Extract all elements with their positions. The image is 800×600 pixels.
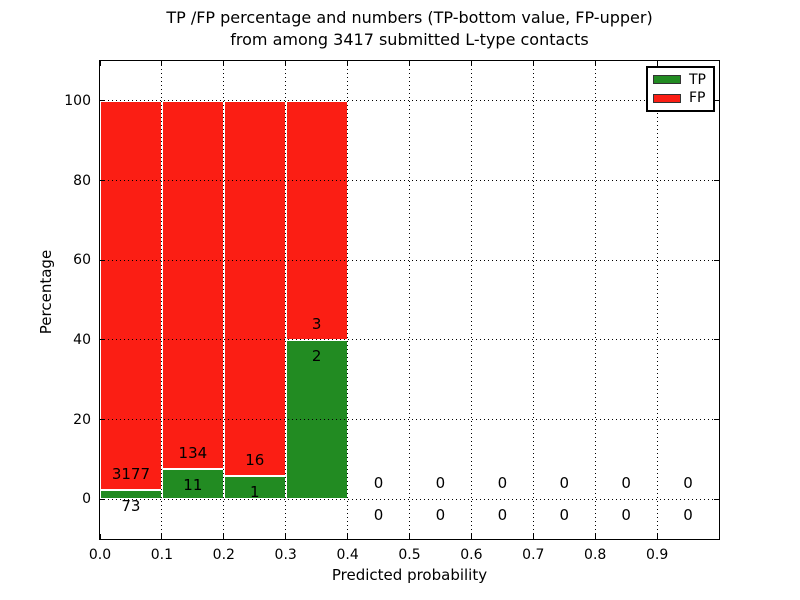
fp-count-label-5: 0 bbox=[435, 474, 446, 493]
y-tick-right bbox=[714, 180, 719, 181]
fp-count-label-4: 0 bbox=[373, 474, 384, 493]
x-axis-label: Predicted probability bbox=[331, 566, 488, 584]
legend-item-tp: TP bbox=[653, 73, 713, 87]
x-tick-bottom bbox=[161, 534, 163, 539]
x-tick-label-0.4: 0.4 bbox=[336, 547, 359, 563]
tp-count-label-4: 0 bbox=[373, 506, 384, 525]
x-tick-bottom bbox=[223, 534, 225, 539]
x-tick-label-0.1: 0.1 bbox=[150, 547, 174, 563]
gridline-x-0.5 bbox=[409, 61, 410, 539]
x-tick-bottom bbox=[409, 534, 410, 539]
tp-count-label-8: 0 bbox=[621, 506, 631, 525]
x-tick-label-0.5: 0.5 bbox=[398, 547, 421, 563]
x-tick-bottom bbox=[532, 534, 534, 539]
x-tick-top bbox=[347, 61, 349, 66]
y-tick-right bbox=[714, 498, 719, 500]
bar-fp-segment-2 bbox=[223, 100, 286, 476]
gridline-x-0.4 bbox=[347, 61, 349, 539]
x-tick-label-0.3: 0.3 bbox=[274, 547, 297, 563]
x-tick-top bbox=[532, 61, 534, 66]
x-tick-bottom bbox=[470, 534, 472, 539]
x-tick-label-0.7: 0.7 bbox=[522, 547, 545, 563]
bar-fp-segment-1 bbox=[161, 100, 224, 469]
fp-count-label-2: 16 bbox=[245, 450, 265, 469]
gridline-x-0.3 bbox=[285, 61, 287, 539]
y-tick-left bbox=[100, 339, 105, 341]
gridline-x-0.9 bbox=[656, 61, 658, 539]
y-tick-left bbox=[100, 419, 105, 420]
y-tick-label-100: 100 bbox=[64, 92, 91, 109]
y-tick-right bbox=[714, 419, 719, 420]
x-tick-label-0.9: 0.9 bbox=[645, 547, 669, 563]
tp-count-label-3: 2 bbox=[311, 346, 322, 365]
bar-fp-segment-3 bbox=[285, 100, 348, 340]
y-axis-label: Percentage bbox=[37, 249, 55, 335]
fp-legend-label: FP bbox=[689, 90, 706, 107]
gridline-x-0.1 bbox=[161, 61, 163, 539]
y-tick-label-20: 20 bbox=[73, 411, 91, 428]
tp-count-label-7: 0 bbox=[559, 506, 570, 525]
fp-count-label-7: 0 bbox=[559, 474, 570, 493]
x-tick-top bbox=[718, 61, 720, 66]
bar-tp-segment-1 bbox=[161, 468, 224, 500]
y-tick-label-60: 60 bbox=[73, 252, 91, 269]
y-tick-left bbox=[100, 259, 105, 261]
fp-count-label-0: 3177 bbox=[111, 465, 151, 484]
tp-count-label-6: 0 bbox=[497, 506, 508, 525]
chart-title-line2: from among 3417 submitted L-type contact… bbox=[230, 30, 589, 49]
x-tick-top bbox=[470, 61, 472, 66]
plot-area bbox=[99, 60, 720, 540]
y-tick-right bbox=[714, 339, 719, 341]
x-tick-label-0.6: 0.6 bbox=[460, 547, 483, 563]
tp-count-label-9: 0 bbox=[683, 506, 693, 525]
x-tick-bottom bbox=[718, 534, 720, 539]
tp-count-label-5: 0 bbox=[435, 506, 446, 525]
fp-count-label-8: 0 bbox=[621, 474, 631, 493]
y-tick-label-80: 80 bbox=[73, 172, 91, 189]
x-tick-top bbox=[285, 61, 287, 66]
x-tick-label-0.0: 0.0 bbox=[88, 547, 112, 563]
y-tick-right bbox=[714, 259, 719, 261]
tp-count-label-0: 73 bbox=[121, 497, 141, 516]
gridline-x-0.7 bbox=[532, 61, 534, 539]
fp-count-label-1: 134 bbox=[178, 443, 208, 462]
legend: TP FP bbox=[646, 66, 715, 112]
y-tick-label-40: 40 bbox=[73, 331, 91, 348]
x-tick-bottom bbox=[656, 534, 658, 539]
x-tick-bottom bbox=[347, 534, 349, 539]
x-tick-top bbox=[99, 61, 101, 66]
x-tick-top bbox=[594, 61, 596, 66]
x-tick-top bbox=[161, 61, 163, 66]
x-tick-bottom bbox=[285, 534, 287, 539]
chart-title-line1: TP /FP percentage and numbers (TP-bottom… bbox=[166, 8, 653, 27]
x-tick-top bbox=[656, 61, 658, 66]
fp-count-label-9: 0 bbox=[683, 474, 693, 493]
fp-count-label-3: 3 bbox=[311, 314, 322, 333]
tp-count-label-1: 11 bbox=[183, 475, 203, 494]
fp-count-label-6: 0 bbox=[497, 474, 508, 493]
x-tick-top bbox=[223, 61, 225, 66]
fp-legend-swatch bbox=[653, 93, 681, 103]
y-tick-left bbox=[100, 100, 105, 102]
y-tick-left bbox=[100, 180, 105, 181]
x-tick-label-0.2: 0.2 bbox=[212, 547, 235, 563]
tp-count-label-2: 1 bbox=[249, 482, 260, 501]
chart-title: TP /FP percentage and numbers (TP-bottom… bbox=[99, 7, 720, 51]
tp-legend-label: TP bbox=[689, 71, 706, 88]
gridline-x-0.8 bbox=[594, 61, 596, 539]
y-tick-label-0: 0 bbox=[82, 491, 91, 508]
x-tick-top bbox=[409, 61, 410, 66]
legend-item-fp: FP bbox=[653, 91, 713, 105]
gridline-x-0.6 bbox=[470, 61, 472, 539]
x-tick-bottom bbox=[99, 534, 101, 539]
y-tick-left bbox=[100, 498, 105, 500]
bar-fp-segment-0 bbox=[100, 100, 162, 491]
x-tick-bottom bbox=[594, 534, 596, 539]
x-tick-label-0.8: 0.8 bbox=[584, 547, 607, 563]
tp-legend-swatch bbox=[653, 75, 681, 85]
gridline-x-0.2 bbox=[223, 61, 225, 539]
y-tick-right bbox=[714, 100, 719, 102]
